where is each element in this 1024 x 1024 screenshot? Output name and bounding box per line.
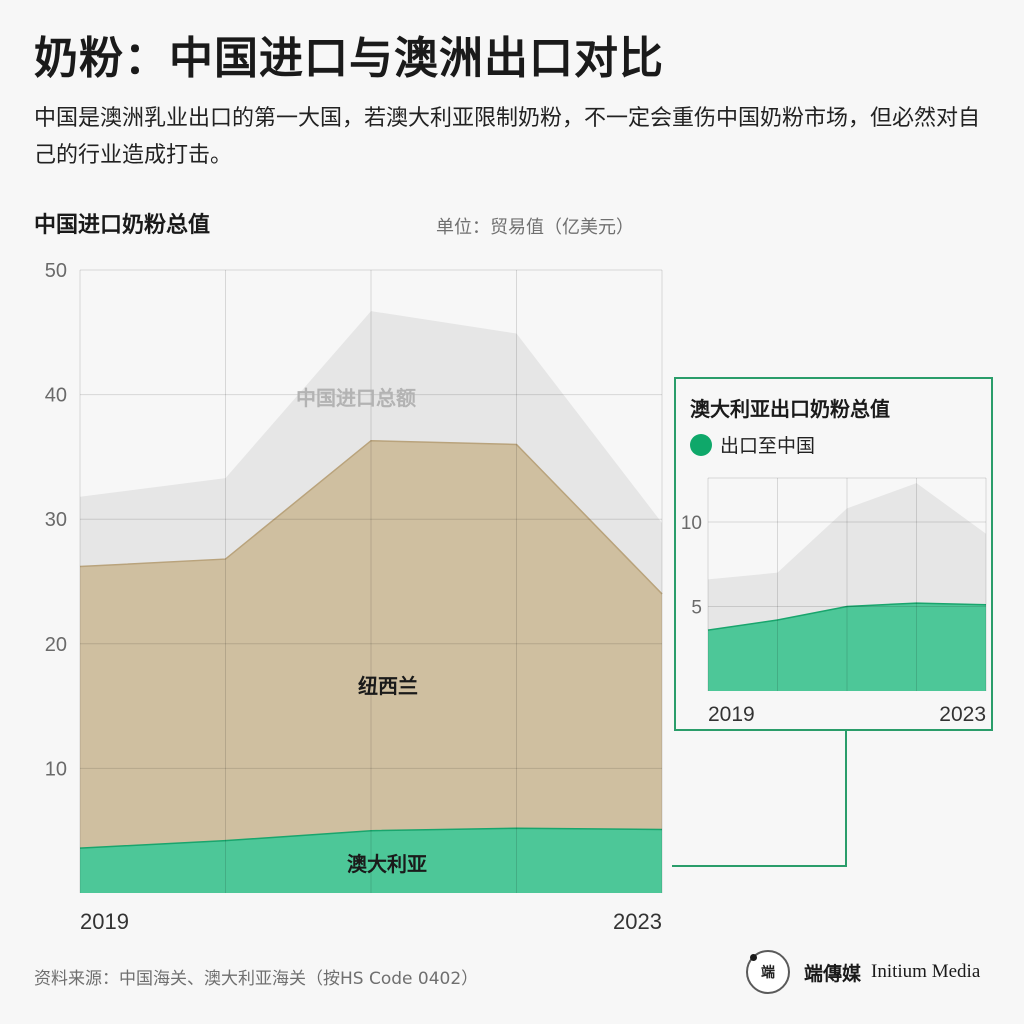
series-label-australia: 澳大利亚 — [347, 852, 427, 876]
brand-logo-dot — [750, 954, 757, 961]
page-subtitle: 中国是澳洲乳业出口的第一大国，若澳大利亚限制奶粉，不一定会重伤中国奶粉市场，但必… — [34, 106, 981, 168]
inset-x-tick-label: 2023 — [939, 703, 986, 726]
brand-logo-text: 端 — [761, 965, 775, 981]
inset-area-exports-to-china — [708, 603, 986, 691]
inset-line-exports-to-china — [707, 602, 987, 631]
y-tick-label: 50 — [45, 260, 67, 282]
line-australia — [79, 827, 663, 849]
inset-x-tick-label: 2019 — [708, 703, 755, 726]
line-new-zealand — [79, 439, 663, 595]
inset-y-tick-label: 10 — [681, 513, 702, 534]
source-note: 资料来源：中国海关、澳大利亚海关（按HS Code 0402） — [34, 969, 479, 989]
inset-connector-line — [672, 731, 847, 867]
y-tick-label: 40 — [45, 385, 67, 407]
inset-legend: 出口至中国 — [690, 431, 815, 458]
y-tick-label: 10 — [45, 758, 67, 780]
series-label-total: 中国进口总额 — [296, 386, 416, 410]
page-title: 奶粉：中国进口与澳洲出口对比 — [34, 33, 664, 84]
x-tick-label: 2023 — [613, 909, 662, 934]
y-tick-label: 30 — [45, 509, 67, 531]
inset-chart: 5 10 2019 2023 — [681, 477, 987, 726]
area-new-zealand — [80, 440, 662, 893]
legend-swatch-icon — [690, 433, 712, 456]
brand: 端 端傳媒 Initium Media — [746, 950, 980, 994]
inset-panel: 澳大利亚出口奶粉总值 出口至中国 5 10 2019 2023 — [674, 377, 993, 731]
inset-title: 澳大利亚出口奶粉总值 — [690, 397, 890, 421]
brand-name-cn: 端傳媒 — [804, 962, 862, 985]
y-tick-label: 20 — [45, 634, 67, 656]
brand-logo-icon: 端 — [746, 950, 790, 994]
brand-name-en: Initium Media — [871, 961, 981, 982]
main-chart-title: 中国进口奶粉总值 — [34, 213, 211, 238]
main-chart-unit: 单位：贸易值（亿美元） — [436, 217, 634, 238]
inset-legend-label: 出口至中国 — [720, 435, 816, 457]
x-tick-label: 2019 — [80, 909, 129, 934]
inset-y-tick-label: 5 — [691, 597, 702, 618]
area-australia — [80, 828, 662, 893]
series-label-new-zealand: 纽西兰 — [358, 674, 418, 698]
